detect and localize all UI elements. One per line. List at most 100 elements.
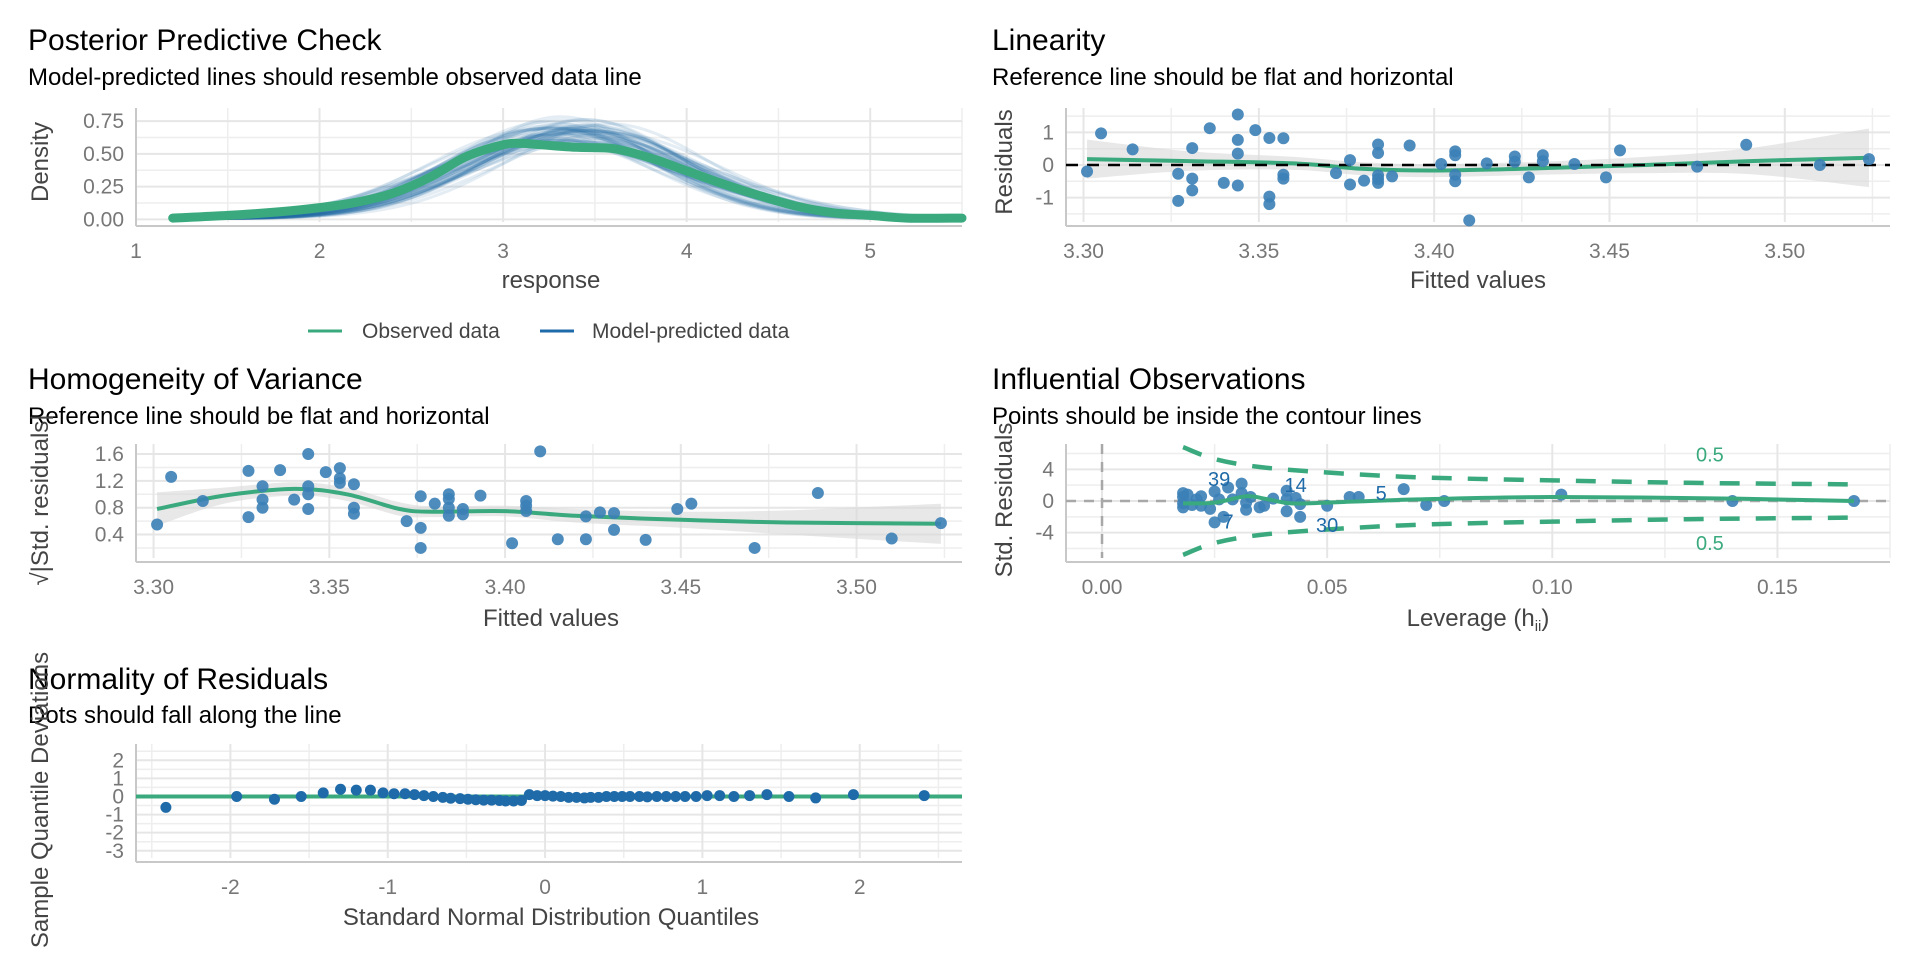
- data-point: [478, 794, 490, 806]
- x-tick-label: 0.15: [1757, 576, 1798, 599]
- data-point: [418, 790, 430, 802]
- data-point: [1095, 127, 1108, 140]
- y-tick-label: 0.00: [83, 208, 124, 231]
- data-point: [196, 495, 209, 507]
- data-point: [1186, 172, 1199, 185]
- data-point: [1449, 175, 1462, 188]
- data-point: [551, 533, 564, 546]
- y-tick-label: -1: [105, 804, 124, 827]
- x-axis-label: response: [502, 267, 601, 294]
- x-tick-label: 3.35: [1238, 240, 1279, 263]
- data-point: [1217, 510, 1230, 523]
- contour-label: 0.5: [1696, 533, 1724, 555]
- x-tick-label: 3.45: [1589, 240, 1630, 263]
- y-tick-label: 0.25: [83, 176, 124, 199]
- y-tick-label: 4: [1042, 458, 1054, 481]
- data-point: [585, 791, 597, 803]
- grid: [135, 108, 963, 227]
- data-point: [335, 783, 347, 795]
- data-point: [427, 790, 439, 802]
- x-tick-label: 3.50: [836, 576, 877, 599]
- y-tick-label: -1: [1035, 187, 1054, 210]
- data-point: [811, 486, 824, 499]
- point-label: 39: [1208, 469, 1230, 491]
- data-point: [579, 510, 592, 523]
- data-point: [1449, 149, 1462, 162]
- data-point: [408, 789, 420, 801]
- loess-line: [1183, 494, 1855, 506]
- observed-line: [168, 138, 967, 223]
- x-tick-label: 3.40: [1414, 240, 1455, 263]
- data-point: [1258, 499, 1271, 512]
- y-tick-label: 1: [112, 767, 124, 790]
- x-tick-label: -1: [378, 876, 397, 899]
- data-point: [302, 448, 315, 461]
- panel-subtitle: Model-predicted lines should resemble ob…: [28, 64, 642, 91]
- panel-posterior-predictive-check: Posterior Predictive Check Model-predict…: [27, 24, 967, 343]
- plot-area: 3.30 3.35 3.40 3.45 3.50 -1 0 1: [1035, 108, 1890, 263]
- data-point: [364, 784, 376, 796]
- data-point: [508, 795, 520, 807]
- cooks-contour-upper: [1182, 445, 1855, 487]
- model-predicted-line: [172, 131, 963, 221]
- data-point: [333, 476, 346, 489]
- data-point: [1372, 176, 1385, 189]
- data-point: [1372, 146, 1385, 159]
- panel-subtitle: Reference line should be flat and horizo…: [28, 403, 490, 430]
- x-tick-label: 3.40: [485, 576, 526, 599]
- data-point: [1508, 155, 1521, 168]
- data-point: [350, 784, 362, 796]
- data-point: [1435, 158, 1448, 171]
- data-point: [728, 790, 740, 802]
- data-point: [515, 794, 527, 806]
- x-tick-label: 0: [539, 876, 551, 899]
- panel-homogeneity-of-variance: Homogeneity of Variance Reference line s…: [27, 363, 962, 632]
- data-point: [442, 509, 455, 522]
- data-point: [761, 789, 773, 801]
- grid: [135, 744, 962, 863]
- panel-subtitle: Reference line should be flat and horizo…: [992, 64, 1454, 91]
- data-point: [810, 792, 822, 804]
- data-point: [242, 511, 255, 524]
- data-point: [319, 466, 332, 479]
- data-point: [347, 478, 360, 491]
- x-tick-label: 3.30: [133, 576, 174, 599]
- data-point: [288, 493, 301, 506]
- data-point: [690, 790, 702, 802]
- x-tick-label: 2: [854, 876, 866, 899]
- x-tick-label: 4: [681, 240, 693, 263]
- data-point: [1522, 171, 1535, 184]
- data-point: [1294, 510, 1307, 523]
- data-point: [1691, 160, 1704, 173]
- data-point: [1536, 155, 1549, 168]
- model-predicted-line: [172, 137, 963, 221]
- data-point: [1358, 174, 1371, 187]
- legend: Observed data Model-predicted data: [308, 320, 790, 343]
- y-tick-label: 0: [1042, 490, 1054, 513]
- data-point: [1740, 138, 1753, 151]
- data-point: [534, 445, 547, 458]
- data-point: [651, 790, 663, 802]
- y-tick-label: 0: [1042, 154, 1054, 177]
- data-point: [1203, 122, 1216, 135]
- data-point: [302, 488, 315, 501]
- y-tick-label: -2: [105, 822, 124, 845]
- y-tick-label: 0.8: [95, 497, 124, 520]
- plot-area: 0.00 0.05 0.10 0.15 -4 0 4 39 14 5 7 30 0.5 0.5: [1035, 444, 1891, 599]
- data-point: [1397, 483, 1410, 496]
- data-point: [1480, 157, 1493, 170]
- data-point: [160, 801, 172, 813]
- data-point: [547, 790, 559, 802]
- data-point: [1172, 167, 1185, 180]
- x-tick-label: 0.00: [1082, 576, 1123, 599]
- data-point: [1599, 171, 1612, 184]
- data-point: [1217, 176, 1230, 189]
- x-tick-label: 1: [130, 240, 142, 263]
- x-tick-label: 3.45: [660, 576, 701, 599]
- panel-subtitle: Dots should fall along the line: [28, 702, 342, 729]
- data-point: [506, 537, 519, 550]
- data-point: [347, 507, 360, 520]
- data-point: [333, 462, 346, 475]
- y-tick-label: 0: [112, 785, 124, 808]
- loess-line: [1086, 155, 1870, 173]
